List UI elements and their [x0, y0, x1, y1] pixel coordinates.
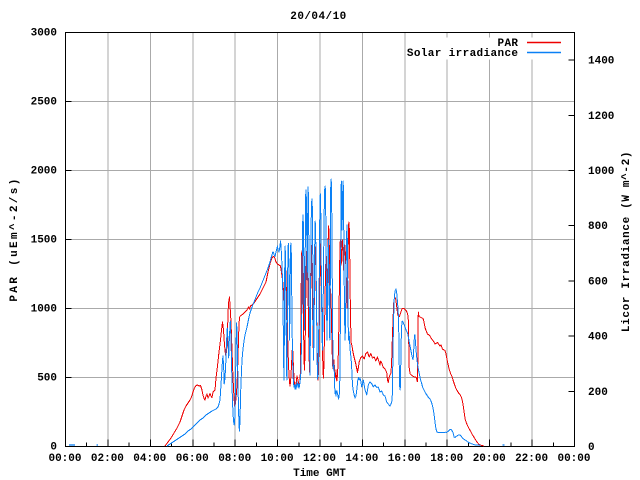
svg-text:400: 400	[588, 332, 608, 344]
svg-text:04:00: 04:00	[133, 453, 166, 465]
svg-text:0: 0	[588, 442, 595, 454]
svg-text:14:00: 14:00	[345, 453, 378, 465]
svg-text:200: 200	[588, 387, 608, 399]
svg-text:Licor Irradiance (W m^-2): Licor Irradiance (W m^-2)	[621, 151, 633, 332]
svg-text:1500: 1500	[31, 235, 57, 247]
svg-text:20/04/10: 20/04/10	[290, 11, 346, 23]
svg-text:12:00: 12:00	[303, 453, 336, 465]
svg-text:1200: 1200	[588, 111, 614, 123]
svg-text:1400: 1400	[588, 56, 614, 68]
svg-text:20:00: 20:00	[473, 453, 506, 465]
svg-text:06:00: 06:00	[176, 453, 209, 465]
svg-text:02:00: 02:00	[91, 453, 124, 465]
svg-text:08:00: 08:00	[218, 453, 251, 465]
svg-text:10:00: 10:00	[261, 453, 294, 465]
svg-text:Solar irradiance: Solar irradiance	[407, 48, 519, 60]
svg-text:Time GMT: Time GMT	[293, 468, 346, 480]
svg-text:2500: 2500	[31, 97, 57, 109]
svg-text:PAR (uEm^-2/s): PAR (uEm^-2/s)	[9, 176, 21, 301]
svg-text:600: 600	[588, 276, 608, 288]
svg-text:16:00: 16:00	[388, 453, 421, 465]
svg-text:00:00: 00:00	[48, 453, 81, 465]
svg-text:1000: 1000	[588, 166, 614, 178]
svg-text:22:00: 22:00	[515, 453, 548, 465]
svg-text:1000: 1000	[31, 304, 57, 316]
svg-text:3000: 3000	[31, 28, 57, 40]
svg-text:18:00: 18:00	[430, 453, 463, 465]
svg-text:0: 0	[50, 442, 57, 454]
svg-text:PAR: PAR	[497, 38, 518, 50]
svg-text:800: 800	[588, 221, 608, 233]
svg-text:500: 500	[37, 373, 57, 385]
svg-text:00:00: 00:00	[557, 453, 590, 465]
svg-text:2000: 2000	[31, 166, 57, 178]
